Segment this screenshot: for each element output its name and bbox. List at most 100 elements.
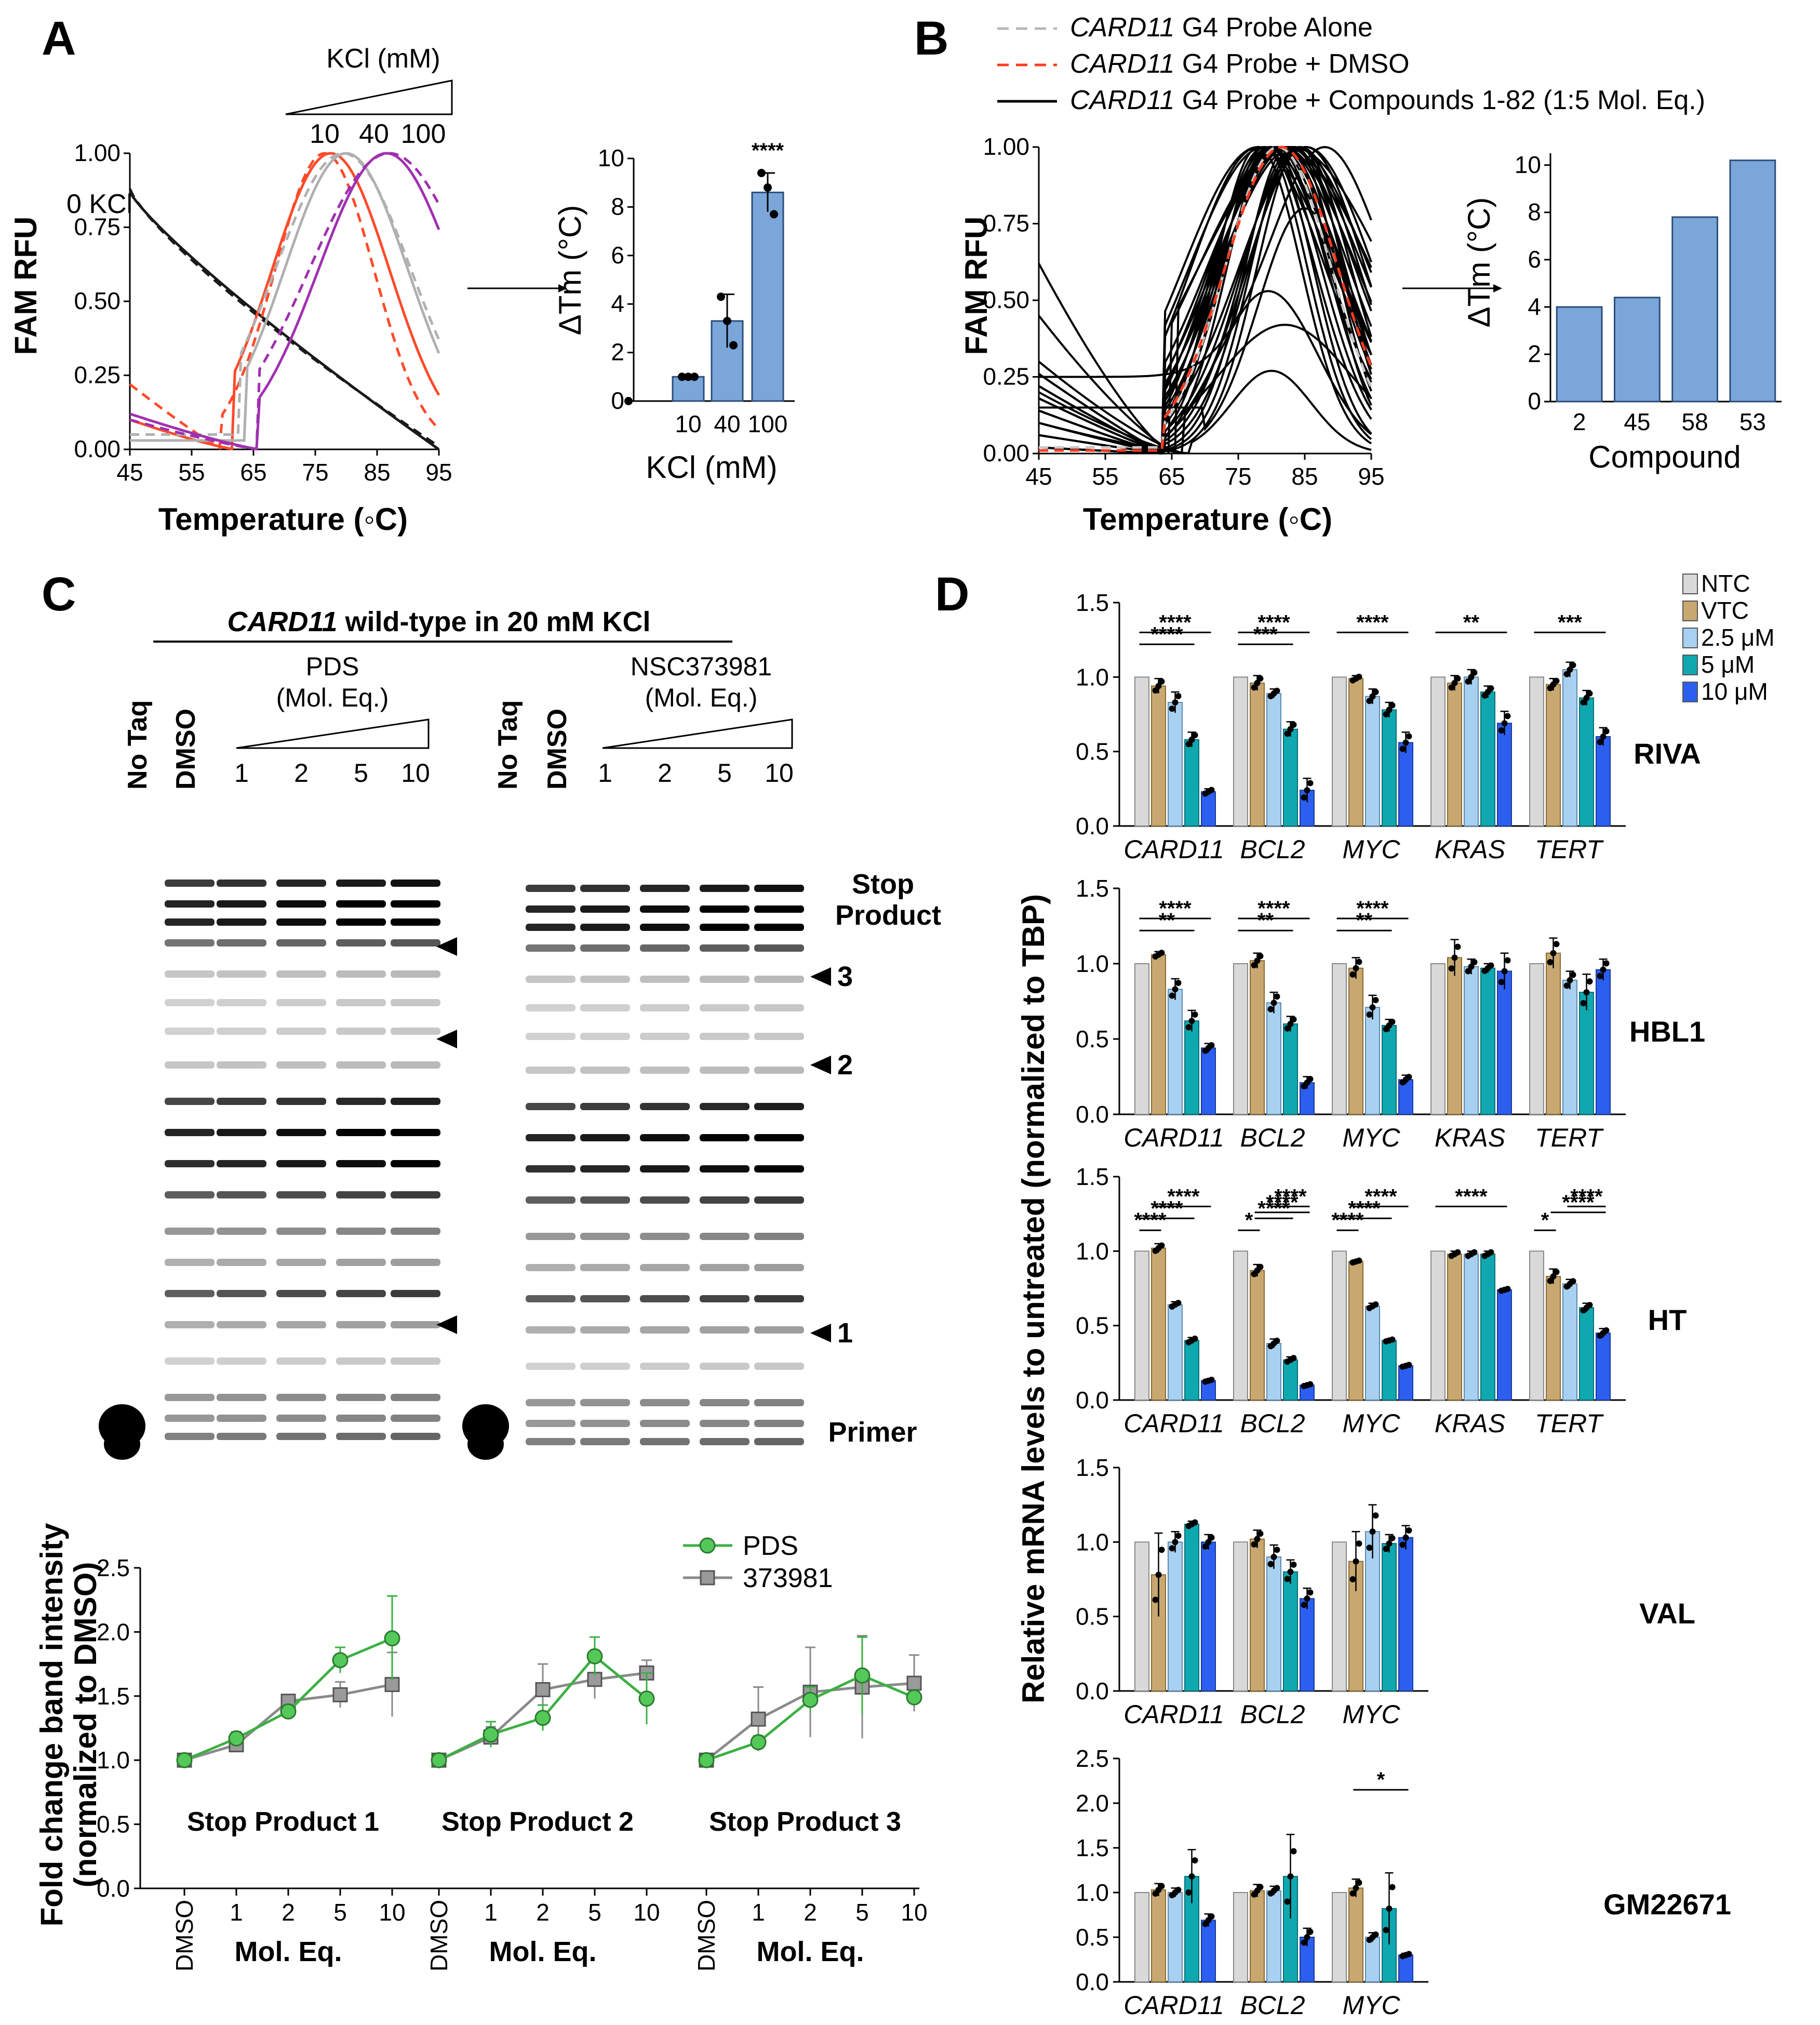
d-point xyxy=(1287,1568,1294,1575)
dtm-y-tick-label: 2 xyxy=(611,339,624,366)
d-point xyxy=(1372,1931,1379,1938)
line-y-tick-label: 2.5 xyxy=(97,1554,130,1581)
dtm-point xyxy=(678,372,686,381)
d-sig-label: **** xyxy=(1134,1209,1167,1232)
kcl-value-10: 10 xyxy=(310,119,340,149)
d-point xyxy=(1389,702,1396,709)
nsc-arrow-stop3 xyxy=(810,967,831,986)
line-x-tick-label: 5 xyxy=(333,1899,347,1926)
gel-band xyxy=(754,924,804,931)
d-point xyxy=(1353,1558,1359,1565)
gel-band xyxy=(580,924,630,931)
d-point xyxy=(1583,695,1590,701)
d-bar xyxy=(1151,685,1166,827)
gel-band xyxy=(700,924,750,931)
d-point xyxy=(1349,1576,1356,1582)
gel-band xyxy=(754,1233,804,1240)
d-point xyxy=(1172,699,1179,706)
gel-band xyxy=(336,918,386,926)
d-bar xyxy=(1250,682,1265,827)
d-bar xyxy=(1233,963,1248,1115)
lane-notaq-2: No Taq xyxy=(493,700,523,790)
d-point xyxy=(1284,1576,1291,1582)
gel-annotations: Stop Product Primer 3 2 1 xyxy=(436,869,941,1448)
gel-band xyxy=(217,1415,266,1422)
d-bar xyxy=(1266,1343,1281,1401)
d-point xyxy=(1158,1883,1165,1889)
line-xlabel: Mol. Eq. xyxy=(757,1936,864,1967)
gel-band xyxy=(165,880,215,887)
gel-band xyxy=(391,918,440,926)
gel-band xyxy=(754,1004,804,1011)
d-y-tick-label: 0.5 xyxy=(1076,1312,1109,1339)
d-y-tick-label: 0.5 xyxy=(1076,738,1109,765)
gel-band xyxy=(640,885,690,892)
d-sig-label: *** xyxy=(1558,611,1582,634)
dtm-x-tick-label: 58 xyxy=(1682,408,1708,435)
d-point xyxy=(1301,1939,1307,1946)
series-point-pds xyxy=(431,1752,447,1768)
melt-x-tick-label: 65 xyxy=(1158,463,1185,490)
d-bar xyxy=(1365,1007,1380,1115)
gel-band xyxy=(217,1357,266,1365)
gel-lane-labels: No Taq DMSO PDS (Mol. Eq.) 1 2 5 10 No T… xyxy=(123,652,794,790)
d-point xyxy=(1175,1300,1182,1307)
gel-band xyxy=(640,1399,690,1406)
gel-band xyxy=(754,1438,804,1445)
gel-band xyxy=(276,1228,326,1235)
gel-band xyxy=(526,1165,576,1173)
panel-d-ylabel: Relative mRNA levels to untreated (norma… xyxy=(1016,894,1051,1703)
dtm-y-tick-label: 2 xyxy=(1528,340,1541,367)
legend-swatch xyxy=(1682,682,1698,702)
gel-band xyxy=(526,1399,576,1406)
gel-band xyxy=(640,944,690,952)
gel-band xyxy=(217,1191,266,1198)
d-bar xyxy=(1184,1020,1199,1115)
d-y-tick-label: 0.0 xyxy=(1076,1677,1109,1704)
line-y-tick-label: 1.5 xyxy=(97,1683,130,1710)
gel-band xyxy=(580,944,630,952)
legend-label: NTC xyxy=(1701,570,1750,597)
gel-band xyxy=(580,905,630,913)
d-point xyxy=(1471,669,1478,676)
d-bar xyxy=(1529,963,1544,1115)
gel-band xyxy=(276,1290,326,1297)
d-bar xyxy=(1332,1250,1347,1401)
gel-band xyxy=(165,1290,215,1297)
gel-band xyxy=(700,1420,750,1427)
d-point xyxy=(1257,1530,1264,1537)
d-point xyxy=(1274,993,1280,1000)
d-point xyxy=(1356,958,1362,965)
pds-dose-2: 2 xyxy=(294,758,309,788)
gel-band xyxy=(336,1191,386,1198)
d-point xyxy=(1356,1540,1362,1547)
dtm-bar xyxy=(751,191,784,402)
d-point xyxy=(1389,1884,1396,1890)
gel-band xyxy=(700,1233,750,1240)
d-point xyxy=(1402,1534,1409,1541)
nsc-wedge xyxy=(602,718,793,749)
d-bar xyxy=(1464,676,1479,827)
d-bar xyxy=(1283,1359,1298,1401)
d-y-tick-label: 0.5 xyxy=(1076,1924,1109,1951)
gel-band xyxy=(276,1394,326,1401)
group-label: Stop Product 2 xyxy=(441,1807,634,1837)
gel-band xyxy=(276,1433,326,1440)
d-sig-label: *** xyxy=(1253,623,1278,646)
d-point xyxy=(1451,954,1458,961)
d-point xyxy=(1383,1927,1389,1934)
pds-dose-10: 10 xyxy=(401,758,430,788)
melt-x-tick-label: 55 xyxy=(1092,463,1118,490)
d-point xyxy=(1188,736,1195,743)
panel-a-letter: A xyxy=(42,12,76,65)
series-point-pds xyxy=(854,1667,871,1684)
d-point xyxy=(1369,693,1376,700)
d-bar xyxy=(1168,1304,1183,1401)
d-sig-label: * xyxy=(1377,1768,1385,1791)
d-bar xyxy=(1480,691,1495,827)
line-legend-marker xyxy=(699,1537,716,1554)
d-gene-label: TERT xyxy=(1535,835,1604,864)
d-bar xyxy=(1201,1047,1216,1115)
gel-band xyxy=(640,1363,690,1370)
d-point xyxy=(1570,662,1576,669)
